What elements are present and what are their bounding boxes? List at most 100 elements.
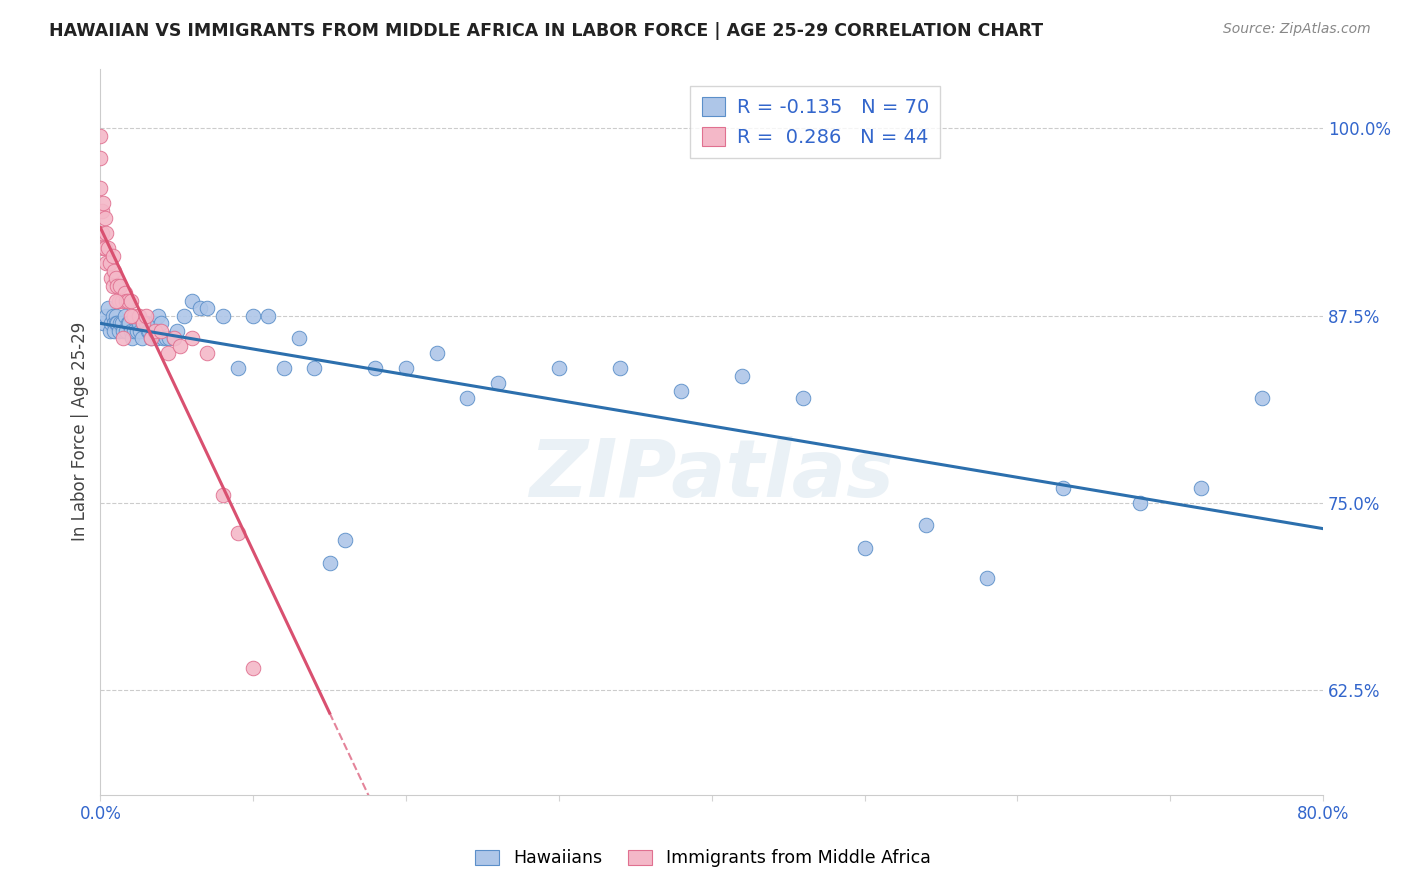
Text: HAWAIIAN VS IMMIGRANTS FROM MIDDLE AFRICA IN LABOR FORCE | AGE 25-29 CORRELATION: HAWAIIAN VS IMMIGRANTS FROM MIDDLE AFRIC… bbox=[49, 22, 1043, 40]
Point bbox=[117, 316, 139, 330]
Point bbox=[93, 196, 115, 211]
Point bbox=[122, 309, 145, 323]
Point bbox=[96, 227, 118, 241]
Point bbox=[155, 331, 177, 345]
Point bbox=[98, 324, 121, 338]
Point bbox=[333, 533, 356, 548]
Point bbox=[146, 331, 169, 345]
Point bbox=[114, 309, 136, 323]
Point bbox=[163, 331, 186, 345]
Point bbox=[111, 316, 134, 330]
Point bbox=[132, 316, 155, 330]
Point bbox=[103, 324, 125, 338]
Point bbox=[152, 331, 174, 345]
Legend: R = -0.135   N = 70, R =  0.286   N = 44: R = -0.135 N = 70, R = 0.286 N = 44 bbox=[690, 86, 941, 159]
Text: ZIPatlas: ZIPatlas bbox=[529, 436, 894, 515]
Point bbox=[139, 331, 162, 345]
Point bbox=[94, 211, 117, 226]
Point bbox=[226, 361, 249, 376]
Point bbox=[104, 316, 127, 330]
Point bbox=[105, 278, 128, 293]
Point bbox=[242, 309, 264, 323]
Point bbox=[156, 346, 179, 360]
Point bbox=[486, 376, 509, 390]
Point bbox=[135, 309, 157, 323]
Point bbox=[103, 316, 125, 330]
Point bbox=[107, 324, 129, 338]
Point bbox=[548, 361, 571, 376]
Point bbox=[89, 181, 111, 195]
Point bbox=[173, 309, 195, 323]
Point bbox=[128, 316, 150, 330]
Point bbox=[148, 309, 170, 323]
Point bbox=[104, 309, 127, 323]
Text: Source: ZipAtlas.com: Source: ZipAtlas.com bbox=[1223, 22, 1371, 37]
Point bbox=[98, 256, 121, 270]
Point bbox=[121, 331, 143, 345]
Point bbox=[120, 324, 142, 338]
Point bbox=[211, 488, 233, 502]
Point bbox=[181, 331, 204, 345]
Point bbox=[318, 556, 340, 570]
Point bbox=[100, 316, 122, 330]
Point bbox=[131, 331, 153, 345]
Point bbox=[117, 293, 139, 308]
Point bbox=[1189, 481, 1212, 495]
Point bbox=[163, 331, 186, 345]
Point bbox=[609, 361, 631, 376]
Point bbox=[115, 324, 138, 338]
Point bbox=[1052, 481, 1074, 495]
Point bbox=[166, 324, 188, 338]
Point bbox=[304, 361, 326, 376]
Point bbox=[669, 384, 692, 398]
Point bbox=[90, 227, 112, 241]
Point bbox=[103, 264, 125, 278]
Point bbox=[115, 293, 138, 308]
Point bbox=[110, 316, 132, 330]
Point bbox=[242, 661, 264, 675]
Point bbox=[104, 293, 127, 308]
Point bbox=[150, 316, 173, 330]
Point bbox=[120, 309, 142, 323]
Point bbox=[97, 301, 120, 316]
Point bbox=[273, 361, 295, 376]
Point bbox=[257, 309, 280, 323]
Point bbox=[976, 571, 998, 585]
Point bbox=[914, 518, 936, 533]
Point bbox=[112, 324, 135, 338]
Point bbox=[105, 316, 128, 330]
Point bbox=[89, 128, 111, 143]
Point bbox=[93, 241, 115, 255]
Point bbox=[139, 331, 162, 345]
Point bbox=[125, 324, 148, 338]
Point bbox=[150, 324, 173, 338]
Point bbox=[110, 278, 132, 293]
Point bbox=[118, 316, 141, 330]
Point bbox=[181, 293, 204, 308]
Point bbox=[101, 249, 124, 263]
Point bbox=[94, 241, 117, 255]
Point bbox=[100, 271, 122, 285]
Point bbox=[136, 324, 159, 338]
Point bbox=[129, 324, 152, 338]
Point bbox=[101, 278, 124, 293]
Point bbox=[145, 324, 167, 338]
Point bbox=[132, 316, 155, 330]
Point bbox=[157, 331, 180, 345]
Point bbox=[188, 301, 211, 316]
Point bbox=[114, 286, 136, 301]
Point bbox=[169, 339, 191, 353]
Point bbox=[288, 331, 311, 345]
Point bbox=[96, 256, 118, 270]
Point bbox=[226, 525, 249, 540]
Point bbox=[138, 324, 160, 338]
Point bbox=[426, 346, 449, 360]
Point bbox=[456, 391, 478, 405]
Point bbox=[792, 391, 814, 405]
Point bbox=[96, 309, 118, 323]
Point bbox=[364, 361, 387, 376]
Legend: Hawaiians, Immigrants from Middle Africa: Hawaiians, Immigrants from Middle Africa bbox=[468, 843, 938, 874]
Point bbox=[395, 361, 418, 376]
Point bbox=[853, 541, 876, 555]
Point bbox=[120, 293, 142, 308]
